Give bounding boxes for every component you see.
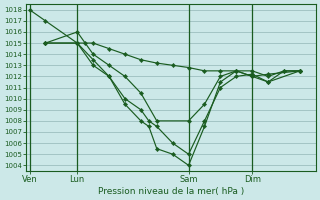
X-axis label: Pression niveau de la mer( hPa ): Pression niveau de la mer( hPa ) (98, 187, 244, 196)
